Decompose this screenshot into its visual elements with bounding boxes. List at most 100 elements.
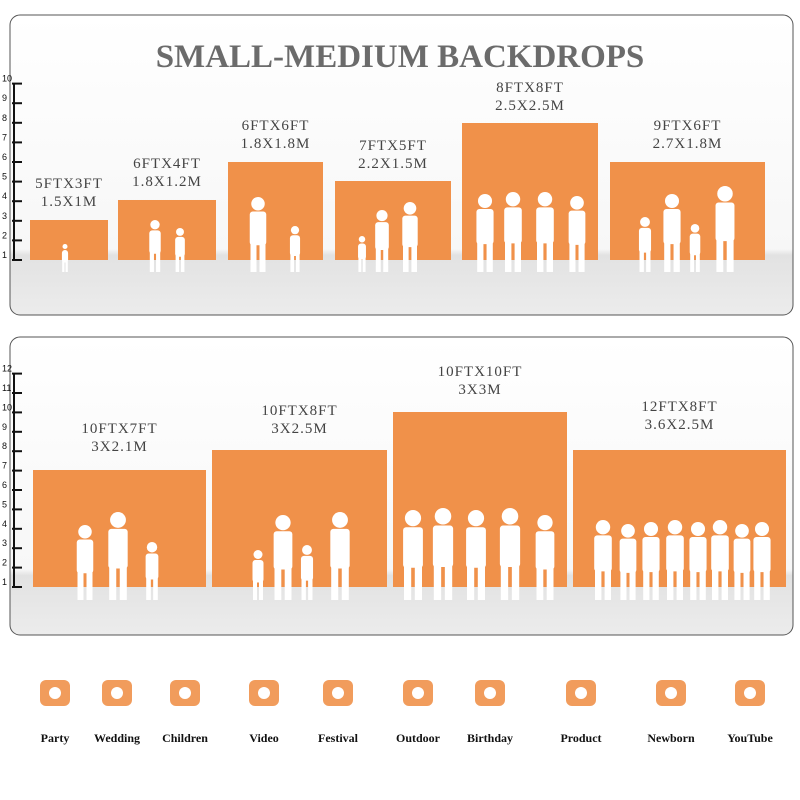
head (404, 509, 422, 527)
person (300, 545, 314, 600)
leg (537, 233, 544, 272)
tick-label: 9 (2, 93, 7, 103)
use-icon (102, 680, 132, 706)
use-icon (403, 680, 433, 706)
leg (411, 238, 417, 272)
leg (259, 576, 263, 600)
head (110, 511, 126, 528)
person (402, 202, 418, 272)
backdrop-size: 7FTX5FT (359, 138, 427, 154)
head (690, 522, 706, 537)
backdrop-size: 10FTX7FT (81, 421, 157, 437)
person (753, 522, 771, 600)
leg (362, 254, 366, 272)
backdrop (33, 470, 206, 587)
use-label: Party (41, 731, 70, 745)
leg (383, 242, 389, 272)
head (690, 224, 700, 233)
tick-label: 2 (2, 558, 7, 568)
person (108, 511, 128, 600)
leg (301, 573, 306, 600)
backdrop-size: 10FTX8FT (261, 403, 337, 419)
use-label: YouTube (727, 731, 773, 745)
leg (290, 249, 295, 272)
tick-label: 4 (2, 191, 7, 201)
backdrop-metric: 2.7X1.8M (653, 136, 723, 152)
backdrop-metric: 2.2X1.5M (358, 156, 428, 172)
person (375, 210, 389, 272)
head (667, 520, 683, 535)
head (467, 509, 485, 527)
leg (699, 562, 706, 600)
head (640, 217, 650, 227)
leg (536, 559, 544, 600)
head (754, 522, 770, 537)
leg (467, 556, 475, 600)
leg (695, 248, 700, 272)
person (536, 192, 554, 272)
use-icon (170, 680, 200, 706)
leg (511, 555, 520, 600)
leg (109, 557, 117, 600)
head (78, 525, 92, 539)
person (715, 186, 735, 272)
tick-label: 5 (2, 499, 7, 509)
leg (295, 249, 300, 272)
person (594, 520, 612, 600)
person (619, 524, 637, 600)
head (735, 524, 749, 538)
backdrop (212, 450, 387, 587)
leg (673, 234, 680, 272)
icon-detail (744, 687, 756, 699)
person (149, 220, 161, 272)
head (537, 192, 553, 207)
head (253, 550, 263, 559)
use-label: Newborn (647, 731, 695, 745)
use-icon (40, 680, 70, 706)
leg (754, 562, 761, 600)
tick-label: 8 (2, 441, 7, 451)
backdrop-metric: 3.6X2.5M (645, 417, 715, 433)
person (175, 228, 185, 272)
tick-label: 1 (2, 250, 7, 260)
person (476, 194, 494, 272)
head (505, 192, 521, 207)
leg (595, 561, 602, 600)
tick-label: 10 (2, 74, 12, 84)
leg (149, 247, 154, 272)
head (477, 194, 493, 209)
leg (505, 233, 512, 272)
leg (284, 559, 292, 600)
leg (676, 561, 683, 600)
person (358, 236, 366, 272)
tick-label: 10 (2, 402, 12, 412)
head (358, 236, 366, 243)
backdrop-metric: 1.8X1.8M (241, 136, 311, 152)
backdrop-metric: 3X2.1M (91, 439, 147, 455)
head (664, 194, 680, 209)
person (145, 542, 159, 600)
tick-label: 11 (2, 383, 11, 393)
leg (652, 562, 659, 600)
tick-label: 6 (2, 152, 7, 162)
tick-label: 3 (2, 538, 7, 548)
person (432, 508, 454, 600)
icon-detail (49, 687, 61, 699)
person (642, 522, 660, 600)
leg (433, 555, 442, 600)
head (595, 520, 611, 535)
leg (86, 564, 93, 600)
backdrop-metric: 1.8X1.2M (132, 174, 202, 190)
person (666, 520, 684, 600)
person (330, 511, 350, 600)
icon-detail (111, 687, 123, 699)
head (251, 197, 265, 211)
tick-label: 12 (2, 364, 12, 374)
person (252, 550, 264, 600)
backdrop-size: 6FTX4FT (133, 156, 201, 172)
head (717, 186, 733, 202)
use-label: Wedding (94, 731, 140, 745)
use-label: Birthday (467, 731, 513, 745)
person (568, 196, 586, 272)
